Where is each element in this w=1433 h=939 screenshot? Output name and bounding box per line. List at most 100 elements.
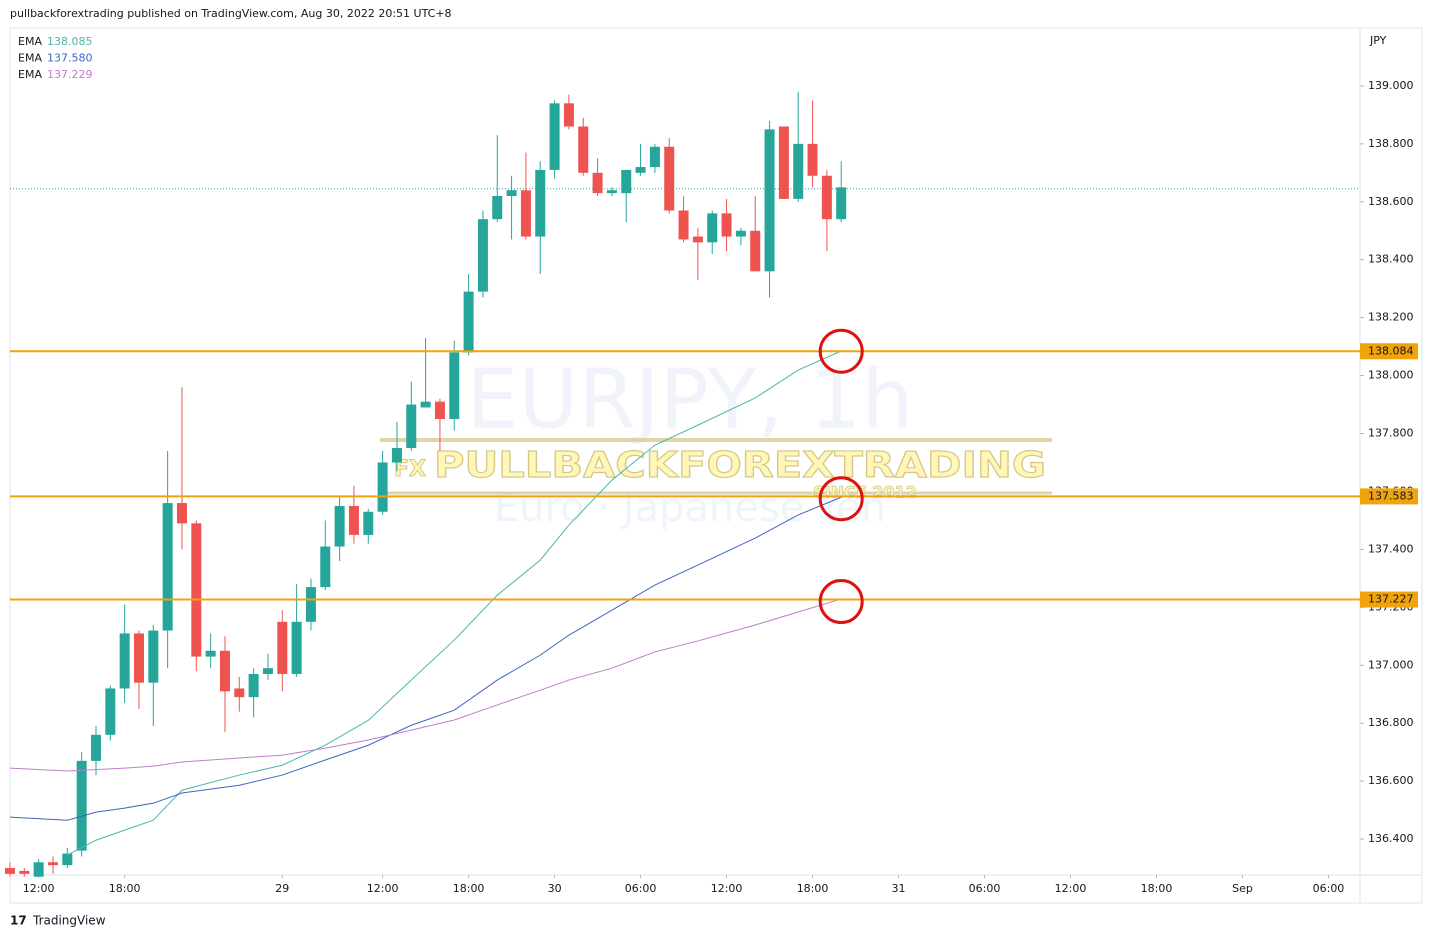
logo: FX PULLBACKFOREXTRADING SINCE 2012 bbox=[380, 438, 1052, 502]
footer-logo: 𝟭𝟳 bbox=[10, 914, 27, 928]
y-tick-label: 136.400 bbox=[1368, 832, 1414, 845]
highlight-circle bbox=[818, 579, 864, 625]
candle-body bbox=[162, 503, 173, 631]
candle-body bbox=[621, 169, 632, 194]
candle-body bbox=[592, 172, 603, 194]
candle-body bbox=[291, 621, 302, 674]
candle-body bbox=[133, 633, 144, 683]
x-tick-label: 12:00 bbox=[367, 882, 399, 895]
candle-body bbox=[635, 167, 646, 173]
y-tick-label: 138.200 bbox=[1368, 311, 1414, 324]
y-tick-label: 139.000 bbox=[1368, 79, 1414, 92]
candle-body bbox=[33, 862, 44, 877]
candle-body bbox=[735, 230, 746, 237]
candle-body bbox=[363, 511, 374, 535]
x-tick-label: 18:00 bbox=[1141, 882, 1173, 895]
x-tick-label: 06:00 bbox=[969, 882, 1001, 895]
candle-body bbox=[836, 187, 847, 220]
candle-body bbox=[578, 126, 589, 173]
header: pullbackforextrading published on Tradin… bbox=[10, 7, 452, 20]
x-tick-label: 06:00 bbox=[625, 882, 657, 895]
price-label-box bbox=[1360, 343, 1418, 360]
price-label: 137.583 bbox=[1368, 489, 1414, 502]
candle-body bbox=[5, 868, 15, 874]
y-tick-label: 136.800 bbox=[1368, 716, 1414, 729]
price-label-box bbox=[1360, 591, 1418, 608]
footer: TradingView bbox=[32, 914, 106, 928]
highlight-circle bbox=[818, 328, 864, 374]
candle-body bbox=[76, 760, 87, 851]
candle-body bbox=[234, 688, 245, 698]
candle-body bbox=[692, 236, 703, 243]
ema-line bbox=[9, 496, 842, 821]
highlight-circle bbox=[818, 476, 864, 522]
x-tick-label: 18:00 bbox=[453, 882, 485, 895]
candle-body bbox=[205, 650, 216, 657]
candle-body bbox=[320, 546, 331, 588]
candle-body bbox=[492, 196, 503, 220]
logo-since: SINCE 2012 bbox=[813, 483, 917, 502]
candle-body bbox=[649, 146, 660, 168]
chart-frame bbox=[9, 27, 1423, 904]
ema-line bbox=[9, 598, 842, 772]
x-tick-label: 06:00 bbox=[1313, 882, 1345, 895]
x-tick-label: Sep bbox=[1232, 882, 1253, 895]
candle-body bbox=[148, 630, 159, 683]
logo-text: PULLBACKFOREXTRADING bbox=[434, 445, 1046, 486]
candle-body bbox=[764, 129, 775, 272]
candle-body bbox=[434, 401, 445, 420]
candle-body bbox=[449, 352, 460, 420]
candle-body bbox=[19, 870, 30, 874]
candle-body bbox=[219, 650, 230, 692]
candle-body bbox=[750, 230, 761, 272]
y-tick-label: 137.800 bbox=[1368, 427, 1414, 440]
candle-body bbox=[377, 462, 388, 512]
watermark-symbol: EURJPY, 1h bbox=[467, 352, 914, 447]
candle-body bbox=[191, 523, 202, 657]
candle-body bbox=[334, 505, 345, 547]
candle-body bbox=[420, 401, 431, 408]
candle-body bbox=[549, 103, 560, 170]
candle-body bbox=[678, 210, 689, 240]
ema-line bbox=[67, 350, 842, 856]
y-axis-label: JPY bbox=[1369, 34, 1387, 47]
candle-body bbox=[563, 103, 574, 127]
candle-body bbox=[807, 143, 818, 176]
candle-body bbox=[277, 621, 288, 674]
candle-body bbox=[391, 448, 402, 463]
candle-body bbox=[262, 668, 273, 674]
candle-body bbox=[506, 190, 517, 197]
candle-body bbox=[119, 633, 130, 689]
y-tick-label: 138.000 bbox=[1368, 369, 1414, 382]
legend-name: EMA bbox=[18, 68, 42, 81]
candle-body bbox=[47, 862, 58, 866]
x-tick-label: 12:00 bbox=[1055, 882, 1087, 895]
candle-body bbox=[721, 213, 732, 237]
y-tick-label: 138.800 bbox=[1368, 137, 1414, 150]
candle-body bbox=[105, 688, 116, 735]
y-tick-label: 136.600 bbox=[1368, 774, 1414, 787]
x-tick-label: 18:00 bbox=[797, 882, 829, 895]
candle-body bbox=[477, 219, 488, 292]
legend-value: 137.580 bbox=[47, 52, 93, 65]
candle-body bbox=[348, 505, 359, 535]
candle-body bbox=[520, 190, 531, 237]
y-tick-label: 138.400 bbox=[1368, 253, 1414, 266]
y-tick-label: 137.000 bbox=[1368, 658, 1414, 671]
candle-body bbox=[664, 146, 675, 211]
candle-body bbox=[463, 291, 474, 353]
candle-body bbox=[406, 404, 417, 449]
candle-body bbox=[176, 503, 187, 524]
candle-body bbox=[707, 213, 718, 243]
candle-body bbox=[821, 175, 832, 220]
candle-body bbox=[62, 853, 73, 866]
x-tick-label: 30 bbox=[548, 882, 562, 895]
x-tick-label: 18:00 bbox=[109, 882, 141, 895]
x-tick-label: 12:00 bbox=[23, 882, 55, 895]
candle-body bbox=[248, 673, 259, 698]
price-label-box bbox=[1360, 488, 1418, 505]
candle-body bbox=[606, 190, 617, 194]
price-label: 137.227 bbox=[1368, 593, 1414, 606]
